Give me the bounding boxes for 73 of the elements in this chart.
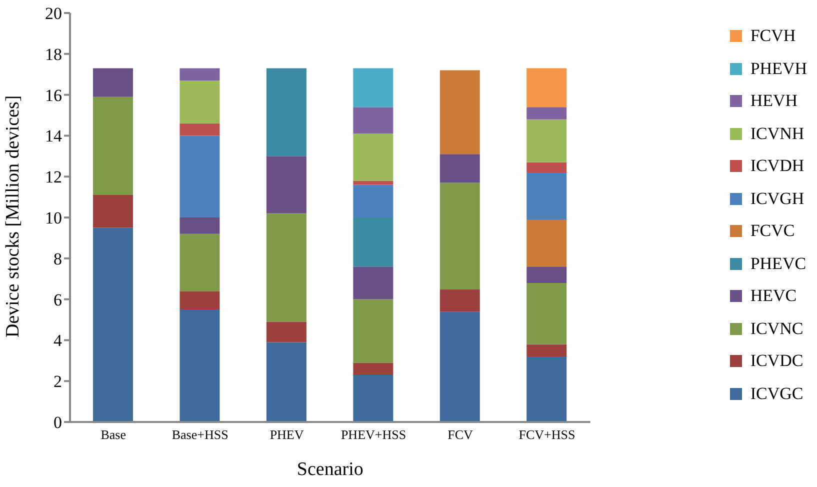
y-tick-label: 6 bbox=[54, 290, 62, 310]
legend-label: ICVDC bbox=[750, 351, 804, 372]
x-tick-label: PHEV+HSS bbox=[340, 427, 406, 442]
bar bbox=[353, 218, 394, 267]
x-tick-label: PHEV bbox=[270, 427, 304, 442]
y-tick-label: 0 bbox=[54, 413, 62, 432]
y-tick-label: 14 bbox=[45, 126, 62, 146]
legend-label: FCVH bbox=[750, 26, 796, 46]
bar bbox=[353, 184, 394, 218]
x-tick-label: Base+HSS bbox=[172, 427, 228, 442]
legend-label: HEVH bbox=[750, 91, 798, 112]
bar bbox=[180, 234, 220, 292]
legend-label: PHEVC bbox=[750, 254, 806, 274]
y-tick-label: 12 bbox=[45, 168, 62, 187]
bar bbox=[440, 70, 480, 154]
y-tick-label: 8 bbox=[54, 249, 62, 268]
bar bbox=[266, 213, 306, 322]
bar bbox=[526, 356, 567, 422]
bar bbox=[93, 68, 133, 97]
bar bbox=[526, 107, 567, 120]
x-tick-label: FCV+HSS bbox=[518, 427, 576, 442]
y-tick-label: 16 bbox=[45, 86, 62, 105]
bar bbox=[353, 134, 394, 181]
bar bbox=[266, 68, 306, 156]
y-tick-label: 18 bbox=[45, 44, 62, 64]
legend-label: ICVNC bbox=[750, 318, 804, 339]
bar bbox=[353, 362, 394, 375]
legend-label: PHEVH bbox=[750, 58, 807, 79]
x-axis-title: Scenario bbox=[296, 459, 364, 480]
bar bbox=[526, 220, 567, 267]
bar bbox=[353, 180, 394, 185]
bar bbox=[526, 68, 567, 108]
bar bbox=[353, 374, 394, 422]
y-tick-label: 2 bbox=[54, 372, 62, 392]
legend-label: HEVC bbox=[750, 286, 797, 306]
legend-label: ICVGC bbox=[750, 384, 804, 404]
bar bbox=[93, 228, 133, 422]
bar bbox=[440, 182, 480, 290]
x-tick-label: Base bbox=[100, 427, 126, 442]
bar bbox=[180, 291, 220, 310]
bar bbox=[180, 136, 220, 218]
bar bbox=[440, 312, 480, 422]
bar bbox=[526, 119, 567, 162]
bar bbox=[526, 162, 567, 173]
bar bbox=[440, 154, 480, 183]
legend-label: ICVDH bbox=[750, 156, 804, 176]
bar bbox=[353, 299, 394, 363]
y-tick-label: 4 bbox=[54, 331, 62, 350]
y-tick-label: 20 bbox=[45, 4, 62, 24]
legend-label: ICVNH bbox=[750, 124, 804, 144]
bar bbox=[180, 80, 220, 124]
bar bbox=[266, 342, 306, 422]
bar bbox=[440, 289, 480, 312]
bar bbox=[526, 282, 567, 344]
bar bbox=[353, 107, 394, 134]
y-tick-label: 10 bbox=[45, 208, 62, 228]
bar bbox=[353, 266, 394, 300]
bar bbox=[180, 123, 220, 136]
legend-label: ICVGH bbox=[750, 188, 804, 209]
bar bbox=[526, 266, 567, 283]
legend-label: FCVC bbox=[750, 221, 795, 242]
y-axis-title: Device stocks [Million devices] bbox=[2, 95, 24, 338]
bar bbox=[353, 68, 394, 108]
bar bbox=[93, 96, 133, 196]
x-tick-label: FCV bbox=[448, 427, 474, 442]
bar bbox=[526, 172, 567, 220]
bar bbox=[266, 156, 306, 214]
bar bbox=[180, 310, 220, 422]
bar bbox=[93, 195, 133, 228]
bar bbox=[180, 218, 220, 234]
bar bbox=[266, 322, 306, 342]
bar bbox=[526, 344, 567, 357]
bar bbox=[180, 68, 220, 80]
